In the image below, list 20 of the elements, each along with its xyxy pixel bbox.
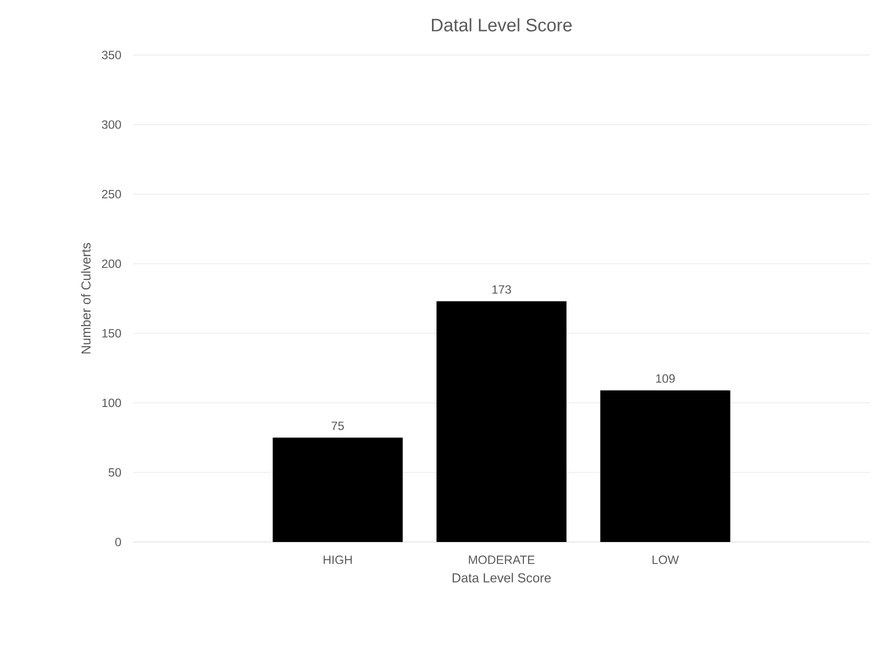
x-tick-label: HIGH	[324, 556, 352, 564]
y-tick-label: 50	[108, 468, 122, 477]
bar	[436, 301, 566, 542]
x-axis-title: Data Level Score	[452, 572, 551, 582]
data-label: 173	[492, 285, 511, 294]
bar	[600, 390, 730, 542]
y-axis-title: Number of Culverts	[81, 242, 91, 354]
y-tick-label: 100	[102, 398, 121, 408]
data-label: 109	[656, 374, 675, 383]
y-tick-label: 250	[102, 190, 121, 198]
x-tick-label: MODERATE	[468, 556, 535, 564]
chart-title: Datal Level Score	[432, 18, 572, 32]
x-tick-label: LOW	[652, 556, 679, 564]
y-tick-label: 350	[102, 50, 121, 60]
y-tick-label: 200	[102, 259, 121, 268]
y-tick-label: 0	[115, 538, 122, 546]
bar	[272, 438, 403, 542]
y-tick-label: 150	[102, 329, 121, 338]
y-tick-label: 300	[102, 120, 121, 129]
data-label: 75	[332, 422, 344, 430]
